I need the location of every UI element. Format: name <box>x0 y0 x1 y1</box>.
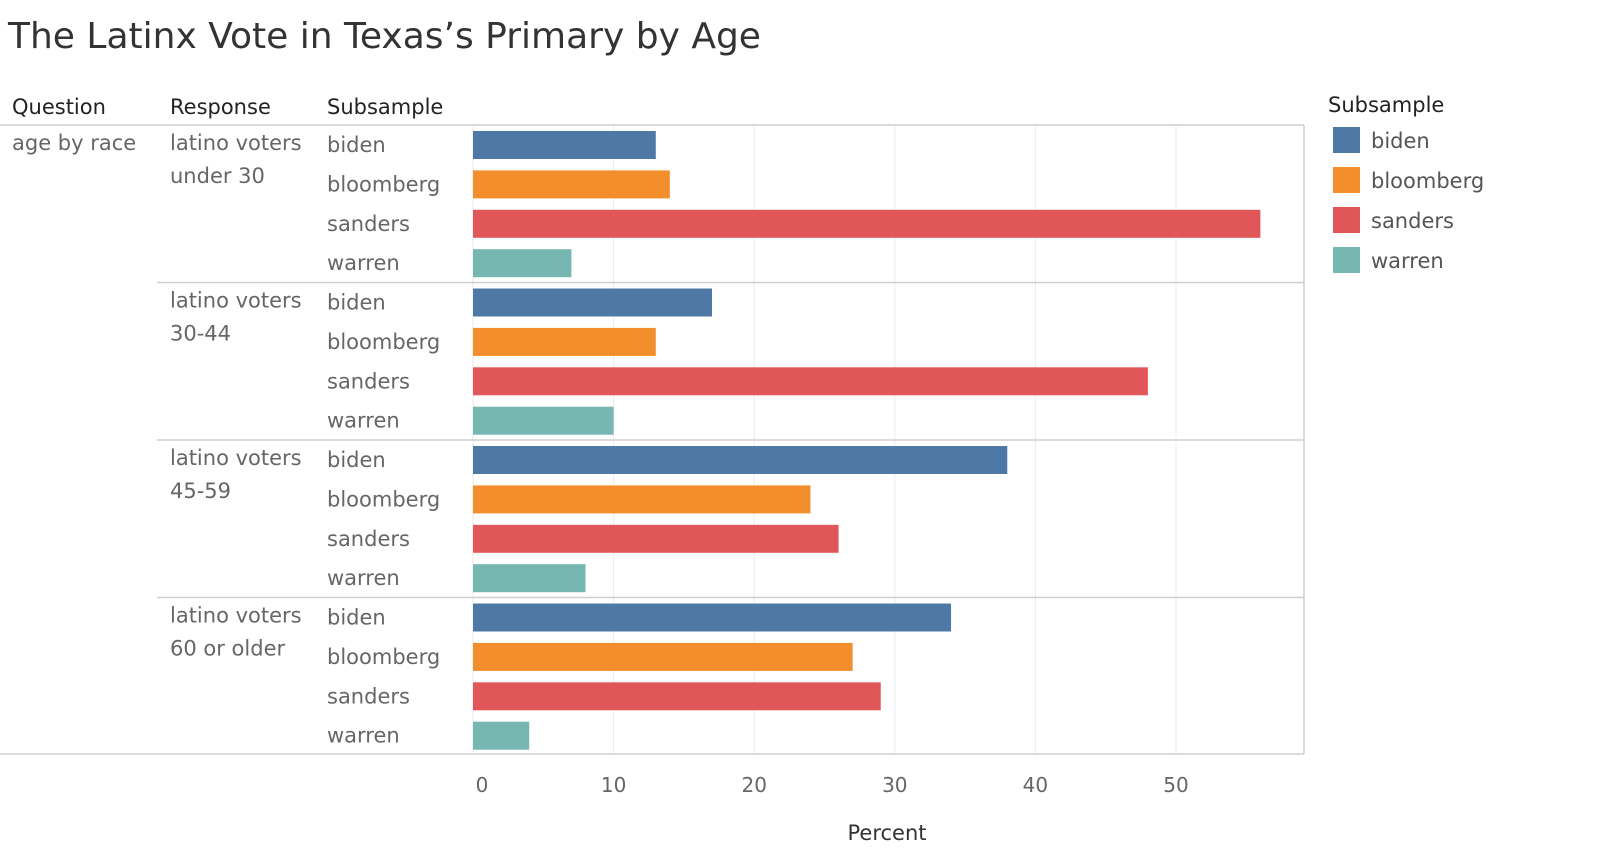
bar-warren <box>473 406 614 435</box>
bars <box>473 131 1261 750</box>
subsample-label: biden <box>327 448 386 472</box>
bar-warren <box>473 721 530 750</box>
subsample-label: warren <box>327 251 400 275</box>
bar-warren <box>473 564 586 593</box>
legend-label: warren <box>1371 249 1444 273</box>
bar-biden <box>473 288 713 317</box>
subsample-label: biden <box>327 291 386 315</box>
bar-sanders <box>473 209 1261 238</box>
legend-title: Subsample <box>1328 93 1444 117</box>
header-response: Response <box>170 95 271 119</box>
question-label: age by race <box>12 131 136 155</box>
chart-title: The Latinx Vote in Texas’s Primary by Ag… <box>8 16 761 57</box>
subsample-label: biden <box>327 133 386 157</box>
legend-swatch-bloomberg <box>1333 167 1360 193</box>
subsample-label: bloomberg <box>327 487 440 511</box>
response-label: latino voters <box>170 604 302 628</box>
x-axis: 0 10 20 30 40 50 Percent <box>476 773 1189 845</box>
x-tick-label: 0 <box>476 773 489 797</box>
bar-warren <box>473 249 572 278</box>
bar-bloomberg <box>473 485 811 514</box>
response-label: latino voters <box>170 131 302 155</box>
subsample-label: bloomberg <box>327 172 440 196</box>
bar-biden <box>473 131 656 159</box>
subsample-label: sanders <box>327 527 410 551</box>
legend-swatch-biden <box>1333 127 1360 153</box>
subsample-label: warren <box>327 566 400 590</box>
subsample-label: sanders <box>327 684 410 708</box>
bar-bloomberg <box>473 327 656 356</box>
subsample-label: sanders <box>327 369 410 393</box>
response-label: 30-44 <box>170 322 231 346</box>
x-tick-label: 10 <box>601 773 626 797</box>
response-label: latino voters <box>170 446 302 470</box>
bar-biden <box>473 446 1008 474</box>
subsample-label: sanders <box>327 212 410 236</box>
legend-swatch-warren <box>1333 247 1360 273</box>
x-tick-label: 50 <box>1163 773 1188 797</box>
x-tick-label: 20 <box>741 773 766 797</box>
bar-sanders <box>473 682 881 711</box>
legend-label: biden <box>1371 129 1430 153</box>
subsample-label: bloomberg <box>327 330 440 354</box>
subsample-label: bloomberg <box>327 645 440 669</box>
legend-label: sanders <box>1371 209 1454 233</box>
subsample-label: biden <box>327 606 386 630</box>
response-label: 45-59 <box>170 479 231 503</box>
response-label: 60 or older <box>170 637 285 661</box>
row-labels: Question Response Subsample age by race … <box>12 95 443 748</box>
header-question: Question <box>12 95 106 119</box>
response-label: under 30 <box>170 164 265 188</box>
legend-swatch-sanders <box>1333 207 1360 233</box>
x-tick-label: 40 <box>1023 773 1048 797</box>
bar-biden <box>473 603 952 632</box>
response-label: latino voters <box>170 289 302 313</box>
legend-label: bloomberg <box>1371 169 1484 193</box>
legend: Subsample biden bloomberg sanders warren <box>1328 93 1484 273</box>
x-tick-label: 30 <box>882 773 907 797</box>
subsample-label: warren <box>327 724 400 748</box>
x-axis-title: Percent <box>847 821 926 845</box>
header-subsample: Subsample <box>327 95 443 119</box>
bar-sanders <box>473 367 1148 396</box>
bar-bloomberg <box>473 170 670 199</box>
subsample-label: warren <box>327 409 400 433</box>
bar-sanders <box>473 524 839 553</box>
bar-bloomberg <box>473 642 853 671</box>
